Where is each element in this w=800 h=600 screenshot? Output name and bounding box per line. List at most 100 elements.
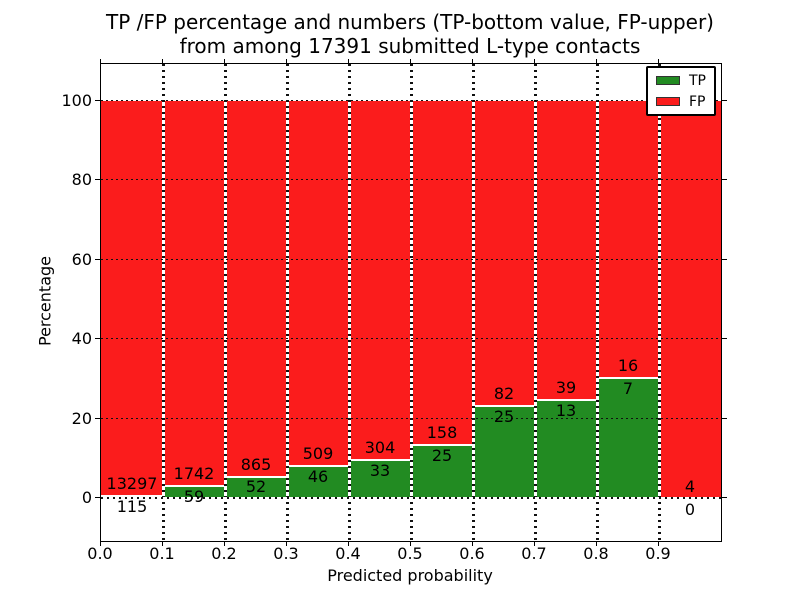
tp-count-label: 0: [684, 500, 696, 519]
x-tick-mark: [100, 541, 101, 546]
y-tick-mark-right: [722, 100, 727, 101]
x-tick-mark: [286, 541, 287, 546]
x-tick-mark-top: [534, 59, 535, 64]
bar-tp-segment: [101, 494, 163, 498]
y-tick-mark-right: [722, 417, 727, 419]
fp-count-label: 4: [684, 477, 696, 496]
x-tick-label: 0.8: [583, 544, 609, 563]
fp-count-label: 865: [240, 454, 272, 474]
y-tick-label: 20: [71, 408, 92, 428]
horizontal-gridline: [101, 338, 721, 340]
x-tick-label: 0.4: [335, 544, 361, 563]
vertical-gridline: [285, 64, 289, 541]
x-tick-label: 0.3: [273, 544, 299, 563]
bar-tp-segment: [225, 475, 287, 498]
x-tick-label: 0.1: [149, 544, 175, 563]
x-tick-label: 0.2: [211, 544, 237, 563]
legend-tp-swatch-icon: [656, 76, 680, 85]
legend-tp-label: TP: [689, 72, 706, 89]
legend-fp-swatch-icon: [656, 97, 680, 106]
x-tick-label: 0.5: [397, 544, 423, 563]
bar-fp-segment: [101, 100, 163, 498]
fp-count-label: 304: [364, 438, 396, 458]
vertical-gridline: [657, 64, 661, 541]
x-tick-label: 0.6: [459, 544, 485, 563]
y-tick-mark-right: [722, 497, 727, 498]
tp-count-label: 25: [493, 407, 515, 427]
y-tick-mark: [95, 100, 100, 101]
chart-title: TP /FP percentage and numbers (TP-bottom…: [90, 10, 730, 58]
vertical-gridline: [347, 64, 351, 541]
y-tick-mark: [95, 179, 100, 181]
y-tick-mark: [95, 338, 100, 340]
tp-count-label: 25: [431, 445, 453, 465]
bar-tp-segment: [597, 377, 659, 498]
x-tick-mark-top: [658, 59, 659, 64]
tp-count-label: 115: [116, 496, 148, 516]
vertical-gridline: [161, 64, 165, 541]
horizontal-gridline: [101, 417, 721, 419]
x-tick-mark-top: [286, 59, 287, 64]
x-tick-mark: [596, 541, 597, 546]
x-tick-mark-top: [472, 59, 473, 64]
y-tick-mark-right: [722, 338, 727, 340]
legend-row-fp: FP: [656, 94, 706, 109]
bar-fp-segment: [659, 100, 721, 498]
chart-title-line1: TP /FP percentage and numbers (TP-bottom…: [106, 10, 714, 34]
fp-count-label: 1742: [173, 464, 215, 483]
x-tick-mark: [348, 541, 349, 546]
vertical-gridline: [595, 64, 599, 541]
x-tick-label: 0.0: [87, 544, 113, 563]
y-tick-mark-right: [722, 258, 727, 260]
bar-fp-segment: [411, 100, 473, 498]
x-tick-mark: [410, 541, 411, 546]
bar-tp-segment: [163, 485, 225, 498]
fp-count-label: 13297: [106, 473, 158, 493]
tp-count-label: 59: [183, 486, 205, 506]
y-tick-label: 100: [61, 91, 92, 110]
bar-tp-segment: [287, 465, 349, 498]
vertical-gridline: [533, 64, 537, 541]
tp-count-label: 7: [622, 379, 634, 399]
horizontal-gridline: [101, 179, 721, 181]
tp-count-label: 33: [369, 461, 391, 481]
vertical-gridline: [409, 64, 413, 541]
legend: TP FP: [646, 66, 716, 116]
bar-fp-segment: [287, 100, 349, 498]
tp-count-label: 52: [245, 477, 267, 497]
x-tick-mark-top: [224, 59, 225, 64]
x-tick-mark-top: [162, 59, 163, 64]
bar-fp-segment: [163, 100, 225, 498]
x-tick-mark: [224, 541, 225, 546]
x-tick-mark: [472, 541, 473, 546]
y-tick-mark: [95, 497, 100, 498]
tp-count-label: 13: [555, 400, 577, 420]
bar-fp-segment: [225, 100, 287, 498]
bar-tp-segment: [473, 405, 535, 498]
plot-area: 13297 115 1742 59 865 52 509 46 304 33 158 25 82 25 39…: [100, 63, 722, 542]
y-tick-label: 80: [71, 170, 92, 190]
vertical-gridline: [223, 64, 227, 541]
fp-count-label: 509: [302, 444, 334, 464]
x-tick-mark: [534, 541, 535, 546]
horizontal-gridline: [101, 497, 721, 499]
y-tick-label: 40: [71, 329, 92, 349]
x-axis-label: Predicted probability: [327, 566, 493, 585]
fp-count-label: 39: [555, 377, 577, 397]
x-tick-mark-top: [100, 59, 101, 64]
x-tick-mark-top: [348, 59, 349, 64]
y-tick-mark: [95, 258, 100, 260]
x-tick-label: 0.9: [645, 544, 671, 563]
legend-fp-label: FP: [689, 93, 706, 110]
x-tick-label: 0.7: [521, 544, 547, 563]
tp-count-label: 46: [307, 467, 329, 487]
horizontal-gridline: [101, 100, 721, 101]
x-tick-mark: [162, 541, 163, 546]
x-tick-mark-top: [410, 59, 411, 64]
chart-title-line2: from among 17391 submitted L-type contac…: [179, 34, 641, 58]
fp-count-label: 158: [426, 422, 458, 442]
y-tick-mark-right: [722, 179, 727, 181]
horizontal-gridline: [101, 258, 721, 260]
x-tick-mark-top: [596, 59, 597, 64]
